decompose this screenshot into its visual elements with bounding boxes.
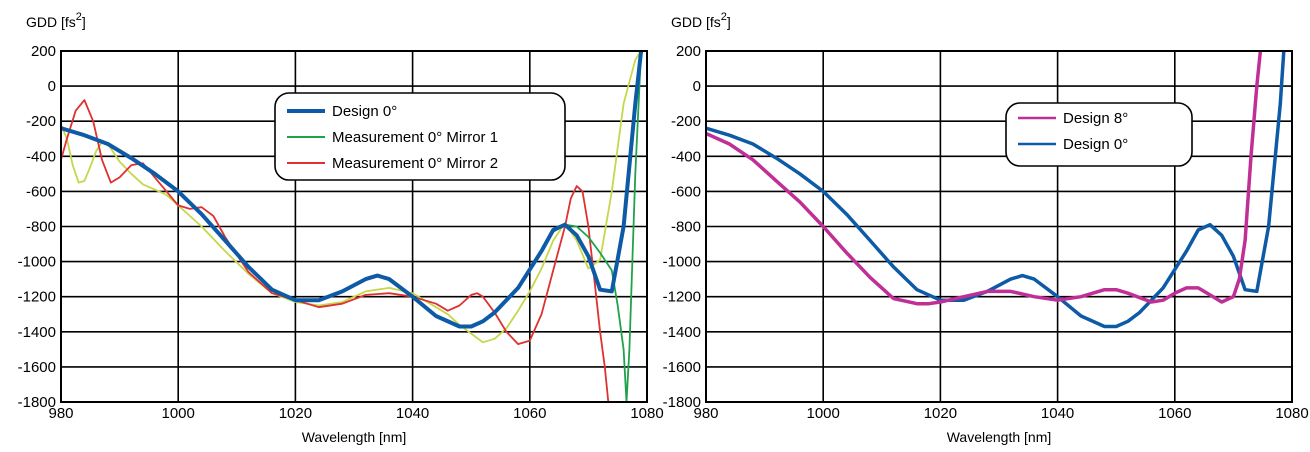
chart1-y-axis-label: GDD [fs2]: [671, 11, 731, 30]
chart0-x-axis-label: Wavelength [nm]: [302, 429, 407, 445]
chart1-ytick-label-8: -1400: [663, 324, 701, 341]
chart0-legend: Design 0° Measurement 0° Mirror 1 Measurem…: [274, 92, 566, 181]
chart1-xtick-label-3: 1040: [1041, 405, 1074, 422]
chart1-ytick-label-9: -1600: [663, 359, 701, 376]
chart0-ytick-label-6: -1000: [18, 254, 56, 271]
chart1-ytick-label-4: -600: [671, 183, 701, 200]
chart0-y-axis-label: GDD [fs2]: [26, 11, 86, 30]
chart1-xtick-label-1: 1000: [807, 405, 840, 422]
chart0-ytick-label-2: -200: [26, 113, 56, 130]
chart1-series: [706, 51, 1286, 329]
chart0-xtick-label-3: 1040: [396, 405, 429, 422]
chart0-xtick-label-0: 980: [48, 405, 73, 422]
chart0-xtick-label-1: 1000: [162, 405, 195, 422]
chart1-ytick-label-1: 0: [693, 78, 701, 95]
chart0-series: [61, 51, 644, 402]
chart1-ytick-label-7: -1200: [663, 289, 701, 306]
chart0-xtick-label-4: 1060: [513, 405, 546, 422]
chart0-ytick-label-7: -1200: [18, 289, 56, 306]
chart0-legend-label-2: Measurement 0° Mirror 2: [332, 155, 498, 172]
chart1-legend-label-0: Design 8°: [1063, 110, 1128, 127]
chart0-ytick-label-0: 200: [31, 43, 56, 60]
chart0-frame: [60, 50, 648, 403]
chart-right: 200 0 -200 -400 -600 -800 -1000 -1200 -1400 -1600…: [663, 11, 1309, 445]
chart1-ytick-label-6: -1000: [663, 254, 701, 271]
chart1-ytick-label-10: -1800: [663, 394, 701, 411]
chart0-xtick-label-2: 1020: [279, 405, 312, 422]
chart0-ytick-label-3: -400: [26, 148, 56, 165]
chart1-xtick-label-5: 1080: [1275, 405, 1308, 422]
chart1-ytick-label-0: 200: [676, 43, 701, 60]
chart1-xtick-label-2: 1020: [924, 405, 957, 422]
chart1-series-line-0: [706, 51, 1263, 306]
chart1-xtick-label-4: 1060: [1158, 405, 1191, 422]
chart1-x-axis-label: Wavelength [nm]: [947, 429, 1052, 445]
chart0-ytick-label-10: -1800: [18, 394, 56, 411]
chart1-legend-label-1: Design 0°: [1063, 136, 1128, 153]
chart1-ytick-label-5: -800: [671, 219, 701, 236]
chart1-series-line-1: [706, 51, 1286, 329]
chart1-xtick-label-0: 980: [693, 405, 718, 422]
chart1-legend: Design 8° Design 0°: [1005, 102, 1193, 167]
chart0-ytick-label-9: -1600: [18, 359, 56, 376]
chart1-ytick-label-2: -200: [671, 113, 701, 130]
chart0-legend-label-0: Design 0°: [332, 103, 397, 120]
chart0-ytick-label-1: 0: [48, 78, 56, 95]
chart1-frame: [705, 50, 1293, 403]
chart0-series-line-0: [61, 51, 644, 329]
chart0-series-line-1: [552, 51, 642, 402]
chart-left: 200 0 -200 -400 -600 -800 -1000 -1200 -1400 -1600…: [18, 11, 664, 445]
chart0-ytick-label-4: -600: [26, 183, 56, 200]
chart0-xtick-label-5: 1080: [630, 405, 663, 422]
chart0-series-line-2: [61, 99, 610, 402]
chart0-legend-label-1: Measurement 0° Mirror 1: [332, 129, 498, 146]
chart0-ytick-label-8: -1400: [18, 324, 56, 341]
chart0-legend-box: [274, 92, 566, 181]
chart0-ytick-label-5: -800: [26, 219, 56, 236]
chart1-ytick-label-3: -400: [671, 148, 701, 165]
